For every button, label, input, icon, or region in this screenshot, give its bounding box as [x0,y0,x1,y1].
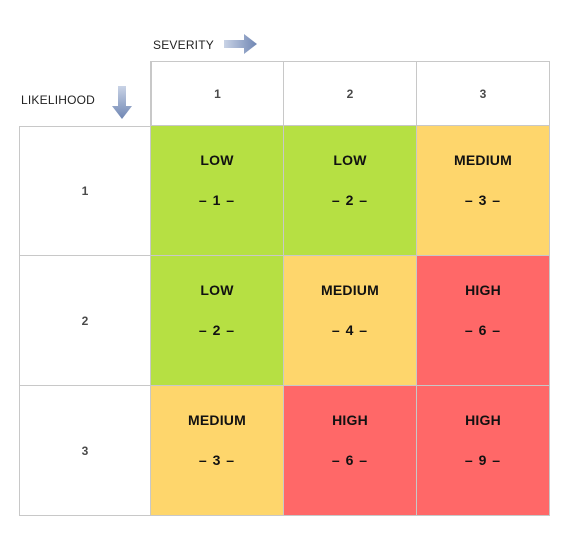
risk-cell: HIGH – 6 – [284,386,417,516]
matrix-corner [19,61,151,126]
risk-score: – 1 – [198,192,236,208]
risk-score: – 6 – [331,452,369,468]
risk-level-label: MEDIUM [321,282,379,298]
severity-header-1: 1 [151,61,284,126]
risk-cell: MEDIUM – 4 – [284,256,417,386]
risk-score: – 2 – [198,322,236,338]
risk-level-label: LOW [333,152,367,168]
severity-header-2: 2 [284,61,417,126]
likelihood-header-1: 1 [19,126,151,256]
risk-cell: LOW – 1 – [151,126,284,256]
arrow-right-icon [224,34,257,54]
risk-level-label: MEDIUM [454,152,512,168]
risk-score: – 2 – [331,192,369,208]
risk-score: – 6 – [464,322,502,338]
risk-cell: HIGH – 9 – [417,386,550,516]
risk-level-label: HIGH [465,282,501,298]
risk-matrix: 1 2 3 1 LOW – 1 – LOW – 2 – MEDIUM – 3 –… [19,61,550,516]
severity-axis-label: SEVERITY [153,38,214,52]
risk-score: – 4 – [331,322,369,338]
risk-level-label: HIGH [465,412,501,428]
risk-cell: MEDIUM – 3 – [417,126,550,256]
severity-header-3: 3 [417,61,550,126]
risk-score: – 9 – [464,452,502,468]
risk-cell: MEDIUM – 3 – [151,386,284,516]
likelihood-header-2: 2 [19,256,151,386]
risk-cell: LOW – 2 – [284,126,417,256]
risk-level-label: LOW [200,282,234,298]
likelihood-header-3: 3 [19,386,151,516]
risk-level-label: LOW [200,152,234,168]
risk-score: – 3 – [198,452,236,468]
risk-level-label: HIGH [332,412,368,428]
risk-score: – 3 – [464,192,502,208]
risk-cell: LOW – 2 – [151,256,284,386]
arrow-down-icon [112,86,132,119]
likelihood-axis-label: LIKELIHOOD [21,93,96,107]
risk-level-label: MEDIUM [188,412,246,428]
risk-cell: HIGH – 6 – [417,256,550,386]
